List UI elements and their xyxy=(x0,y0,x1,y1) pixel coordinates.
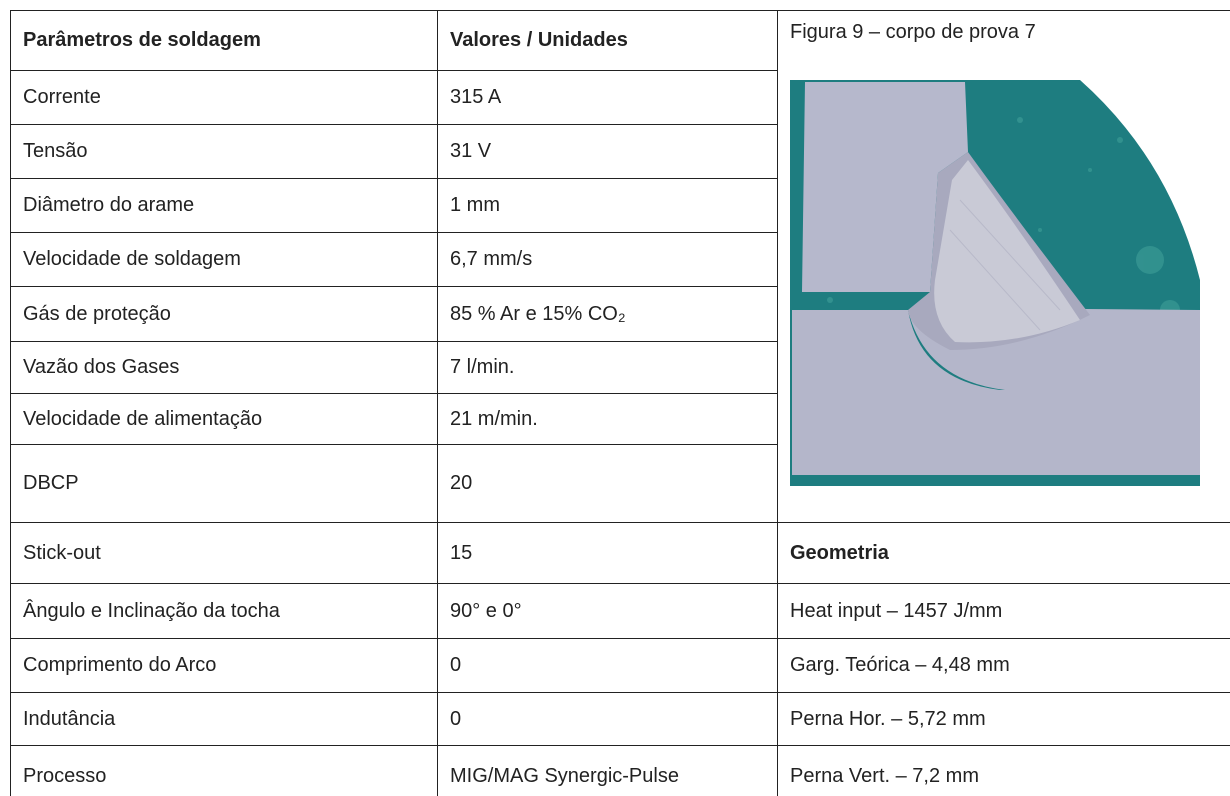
cell-text: Perna Hor. – 5,72 mm xyxy=(790,707,986,730)
value-cell: 20 xyxy=(437,444,777,522)
cell-text: Heat input – 1457 J/mm xyxy=(790,599,1003,622)
cell-text: Valores / Unidades xyxy=(450,29,628,51)
cell-text: Geometria xyxy=(790,541,889,564)
cell-text: 90° e 0° xyxy=(450,599,522,622)
cell-text: 7 l/min. xyxy=(450,356,515,378)
cell-text: 21 m/min. xyxy=(450,407,538,430)
cell-text: Indutância xyxy=(23,707,116,730)
value-cell: 0 xyxy=(437,638,777,692)
geometry-item: Garg. Teórica – 4,48 mm xyxy=(777,638,1230,692)
param-cell: Velocidade de alimentação xyxy=(10,393,437,444)
value-cell: 315 A xyxy=(437,70,777,124)
cell-text: Perna Vert. – 7,2 mm xyxy=(790,764,979,787)
value-cell: 0 xyxy=(437,692,777,745)
cell-text: 85 % Ar e 15% CO₂ xyxy=(450,302,626,325)
cell-text: Velocidade de soldagem xyxy=(23,248,241,270)
cell-text: 0 xyxy=(450,654,462,676)
param-cell: Corrente xyxy=(10,70,437,124)
param-cell: Stick-out xyxy=(10,522,437,583)
cell-text: Parâmetros de soldagem xyxy=(23,29,261,51)
geometry-title: Geometria xyxy=(777,522,1230,583)
param-cell: DBCP xyxy=(10,444,437,522)
cell-text: 0 xyxy=(450,707,462,730)
value-cell: 31 V xyxy=(437,124,777,178)
cell-text: Figura 9 – corpo de prova 7 xyxy=(790,21,1036,43)
value-cell: MIG/MAG Synergic-Pulse xyxy=(437,745,777,796)
header-cell: Valores / Unidades xyxy=(437,10,777,70)
cell-text: Vazão dos Gases xyxy=(23,356,180,378)
cell-text: Corrente xyxy=(23,86,101,108)
cell-text: 315 A xyxy=(450,86,502,108)
header-cell: Parâmetros de soldagem xyxy=(10,10,437,70)
param-cell: Processo xyxy=(10,745,437,796)
param-cell: Indutância xyxy=(10,692,437,745)
cell-text: Processo xyxy=(23,764,107,787)
param-cell: Diâmetro do arame xyxy=(10,178,437,232)
cell-text: 6,7 mm/s xyxy=(450,248,533,270)
cell-text: 31 V xyxy=(450,140,492,162)
param-cell: Gás de proteção xyxy=(10,286,437,341)
weld-photo xyxy=(790,80,1200,486)
cell-text: Gás de proteção xyxy=(23,302,171,325)
cell-text: Velocidade de alimentação xyxy=(23,407,263,430)
value-cell: 7 l/min. xyxy=(437,341,777,393)
cell-text: Comprimento do Arco xyxy=(23,654,217,676)
cell-text: Tensão xyxy=(23,140,88,162)
cell-text: Diâmetro do arame xyxy=(23,194,195,216)
geometry-item: Perna Hor. – 5,72 mm xyxy=(777,692,1230,745)
cell-text: Garg. Teórica – 4,48 mm xyxy=(790,654,1010,676)
value-cell: 21 m/min. xyxy=(437,393,777,444)
figure-caption: Figura 9 – corpo de prova 7 xyxy=(777,10,1230,522)
param-cell: Comprimento do Arco xyxy=(10,638,437,692)
geometry-item: Heat input – 1457 J/mm xyxy=(777,583,1230,638)
cell-text: 20 xyxy=(450,472,473,494)
geometry-item: Perna Vert. – 7,2 mm xyxy=(777,745,1230,796)
value-cell: 15 xyxy=(437,522,777,583)
cell-text: 15 xyxy=(450,541,473,564)
cell-text: Ângulo e Inclinação da tocha xyxy=(23,599,280,622)
value-cell: 85 % Ar e 15% CO₂ xyxy=(437,286,777,341)
cell-text: Stick-out xyxy=(23,541,101,564)
value-cell: 1 mm xyxy=(437,178,777,232)
param-cell: Vazão dos Gases xyxy=(10,341,437,393)
cell-text: DBCP xyxy=(23,472,79,494)
value-cell: 6,7 mm/s xyxy=(437,232,777,286)
cell-text: MIG/MAG Synergic-Pulse xyxy=(450,764,679,787)
param-cell: Tensão xyxy=(10,124,437,178)
param-cell: Ângulo e Inclinação da tocha xyxy=(10,583,437,638)
cell-text: 1 mm xyxy=(450,194,500,216)
param-cell: Velocidade de soldagem xyxy=(10,232,437,286)
value-cell: 90° e 0° xyxy=(437,583,777,638)
